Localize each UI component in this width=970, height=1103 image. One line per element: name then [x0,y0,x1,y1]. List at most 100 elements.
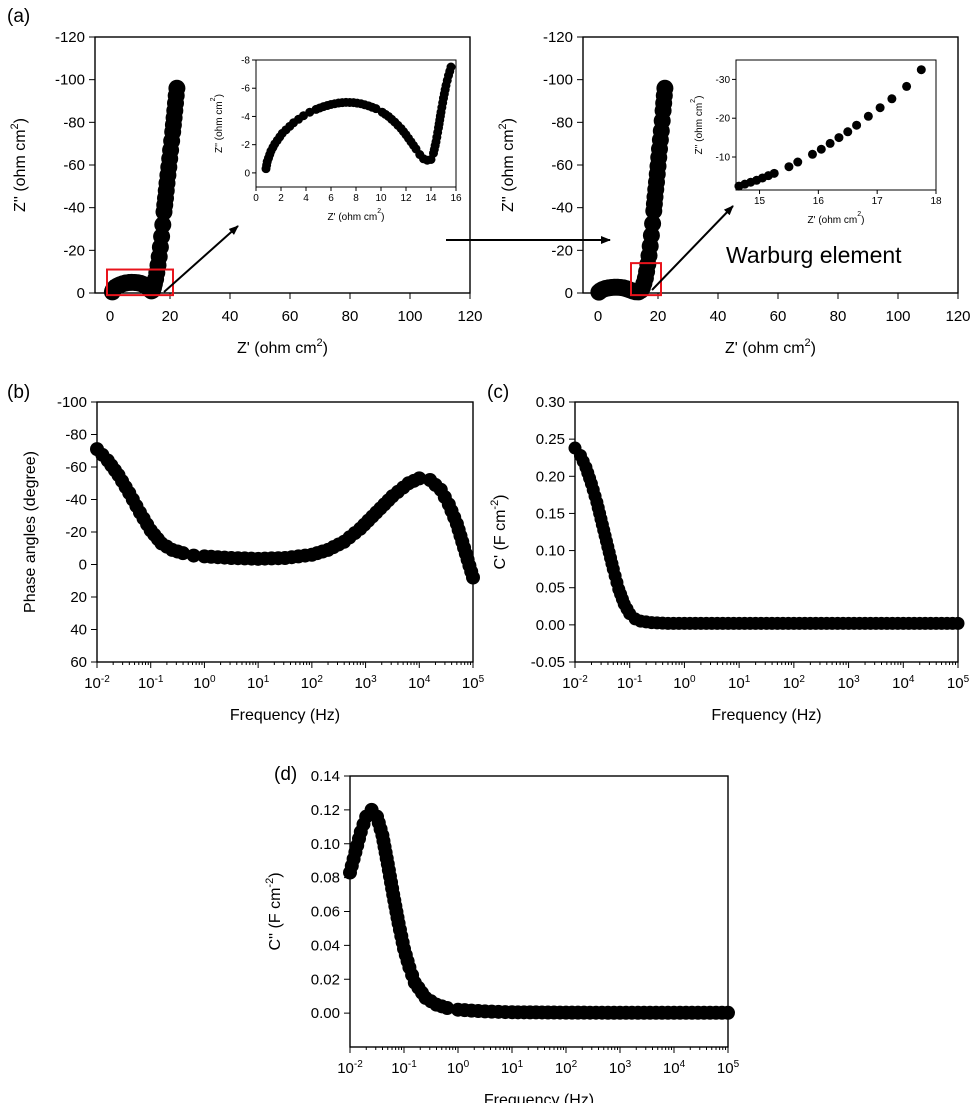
tick-base: 10 [609,1060,626,1077]
data-point [721,1005,735,1020]
inset-background [698,52,946,232]
y-tick-label: 0.10 [536,543,565,560]
x-tick-label: 103 [609,1059,632,1077]
x-label-text: Frequency (Hz) [230,707,340,724]
x-tick-label: 101 [728,674,751,692]
y-tick-label: 0 [244,168,250,179]
tick-base: 10 [391,1060,408,1077]
x-tick-label: 0 [594,308,602,325]
tick-exponent: 5 [734,1059,740,1070]
tick-exponent: 5 [964,674,970,685]
tick-exponent: 0 [464,1059,470,1070]
tick-exponent: 1 [518,1059,524,1070]
data-point [440,1001,455,1016]
data-point [412,471,427,486]
x-axis-label: Z' (ohm cm2) [808,211,865,226]
y-tick-label: 60 [70,654,87,671]
y-tick-label: -100 [543,72,573,89]
data-point [875,103,885,113]
tick-exponent: 2 [317,674,323,685]
x-tick-label: 10-2 [562,674,588,692]
data-point [446,62,456,72]
x-tick-label: 101 [501,1059,524,1077]
x-axis-label: Z' (ohm cm2) [237,337,328,357]
tick-base: 10 [947,675,964,692]
tick-exponent: 1 [264,674,270,685]
y-label-text: C' (F cm [492,510,509,570]
y-axis-label: C' (F cm-2) [489,494,509,569]
data-point [793,157,803,167]
y-tick-label: -100 [55,72,85,89]
data-point [863,111,873,121]
x-tick-label: 101 [247,674,270,692]
x-tick-label: 80 [830,308,847,325]
data-point [951,616,965,630]
x-tick-label: 102 [301,674,324,692]
y-label-close: ) [500,118,517,123]
x-tick-label: 10-1 [391,1059,417,1077]
y-tick-label: 20 [70,589,87,606]
y-label-close: ) [267,872,284,877]
data-series [261,62,456,174]
data-point [466,570,480,585]
data-point [816,144,826,154]
data-point [154,216,172,234]
data-point [843,127,853,137]
x-tick-label: 60 [770,308,787,325]
x-tick-label: 104 [663,1059,686,1077]
tick-base: 10 [447,1060,464,1077]
panel-label: (a) [7,6,30,27]
y-label-text: Phase angles (degree) [22,451,39,613]
x-tick-label: 100 [397,308,422,325]
x-tick-label: 10 [375,193,387,204]
data-point [887,94,897,104]
data-point [769,168,779,178]
x-tick-label: 100 [193,674,216,692]
y-tick-label: -60 [65,459,87,476]
data-point [186,548,201,563]
data-point [825,138,835,148]
tick-base: 10 [555,1060,572,1077]
data-point [807,149,817,159]
x-tick-label: 15 [754,196,766,207]
zoom-highlight-box [106,268,174,297]
x-label-superscript: 2 [805,337,811,349]
tick-exponent: 4 [909,674,915,685]
data-point [175,546,190,561]
x-tick-label: 12 [400,193,412,204]
tick-base: 10 [247,675,264,692]
plot-frame [735,59,937,191]
y-tick-label: -80 [65,427,87,444]
tick-exponent: 0 [690,674,696,685]
y-tick-label: -20 [63,242,85,259]
x-tick-label: 40 [710,308,727,325]
x-tick-label: 16 [813,196,825,207]
data-point [168,79,186,97]
tick-exponent: 4 [680,1059,686,1070]
data-series [90,442,480,585]
inset-background [218,52,466,229]
x-tick-label: 105 [717,1059,740,1077]
y-tick-label: -120 [55,29,85,46]
y-tick-label: -10 [716,153,731,164]
y-label-superscript: 2 [210,97,217,101]
x-tick-label: 10-2 [84,674,110,692]
data-point [656,79,674,97]
y-label-close: ) [214,94,225,97]
x-label-superscript: 2 [857,211,861,218]
y-label-superscript: 2 [9,123,21,129]
y-tick-label: 0.02 [311,971,340,988]
x-tick-label: 14 [425,193,437,204]
data-point [916,65,926,75]
tick-exponent: 2 [799,674,805,685]
tick-exponent: -1 [155,674,164,685]
tick-exponent: 4 [425,674,431,685]
tick-exponent: -1 [634,674,643,685]
y-label-close: ) [492,494,509,499]
x-tick-label: 20 [650,308,667,325]
y-label-text: Z'' (ohm cm [500,129,517,212]
y-label-superscript: 2 [497,123,509,129]
x-tick-label: 10-2 [337,1059,363,1077]
